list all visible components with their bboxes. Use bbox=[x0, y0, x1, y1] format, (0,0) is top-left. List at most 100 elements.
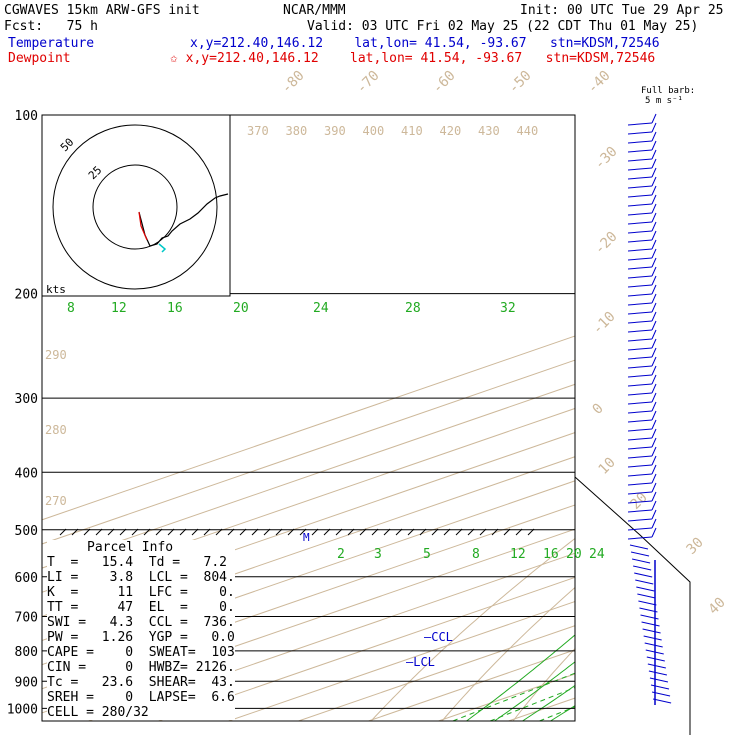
parcel-info-row: CAPE = 0 SWEAT= 103 bbox=[47, 645, 235, 660]
dry-adiabat-line bbox=[655, 115, 740, 721]
wind-barb bbox=[651, 284, 657, 295]
wind-barb bbox=[651, 473, 657, 484]
wind-barb bbox=[642, 628, 661, 634]
hatch-mark bbox=[359, 528, 367, 536]
hatch-mark bbox=[107, 528, 115, 536]
wind-barb bbox=[627, 311, 653, 315]
wind-barb bbox=[627, 437, 653, 441]
wind-barb bbox=[651, 500, 657, 511]
mixing-ratio-label: 24 bbox=[313, 301, 329, 316]
hatch-mark bbox=[323, 528, 331, 536]
hodograph-low-segment bbox=[138, 211, 148, 241]
dewpoint-legend: Dewpoint bbox=[8, 51, 71, 66]
wind-barb bbox=[651, 176, 657, 187]
isotherm-line bbox=[508, 697, 575, 721]
wind-barb bbox=[627, 149, 653, 153]
hatch-mark bbox=[419, 528, 427, 536]
pressure-tick-label: 500 bbox=[15, 524, 38, 539]
mixing-ratio-label: 16 bbox=[543, 547, 559, 562]
hatch-mark bbox=[215, 528, 223, 536]
mixing-ratio-label: 28 bbox=[405, 301, 421, 316]
hatch-mark bbox=[191, 528, 199, 536]
wind-barb bbox=[649, 677, 669, 683]
wind-barb bbox=[647, 663, 666, 669]
hatch-mark bbox=[83, 528, 91, 536]
isotherm-line bbox=[42, 407, 575, 593]
wind-barb bbox=[643, 635, 662, 641]
wind-barb bbox=[627, 203, 653, 207]
wind-barb bbox=[627, 401, 653, 405]
wind-barb bbox=[627, 185, 653, 189]
moist-adiabat-line bbox=[607, 294, 740, 721]
hatch-mark bbox=[299, 528, 307, 536]
mixing-ratio-label: 32 bbox=[500, 301, 516, 316]
wind-barb bbox=[651, 185, 657, 196]
wind-barb bbox=[651, 401, 657, 412]
parcel-info-row: LI = 3.8 LCL = 804. bbox=[47, 570, 235, 585]
mixing-ratio-label: 12 bbox=[111, 301, 127, 316]
isotherm-line bbox=[438, 673, 575, 721]
parcel-info-row: SWI = 4.3 CCL = 736. bbox=[47, 615, 235, 630]
center-label: NCAR/MMM bbox=[283, 3, 346, 18]
mixing-ratio-line bbox=[708, 530, 740, 721]
hodograph-ring bbox=[92, 164, 178, 250]
wind-barb bbox=[627, 257, 653, 261]
wind-barb bbox=[651, 509, 657, 520]
wind-barb bbox=[627, 266, 653, 270]
wind-barb bbox=[627, 536, 653, 540]
wind-barb bbox=[627, 239, 653, 243]
theta-label: 410 bbox=[401, 124, 423, 138]
hatch-mark bbox=[251, 528, 259, 536]
mixing-ratio-label: 20 bbox=[233, 301, 249, 316]
hatch-mark bbox=[335, 528, 343, 536]
pressure-tick-label: 700 bbox=[15, 611, 38, 626]
wind-barb bbox=[651, 365, 657, 376]
moist-adiabat-line bbox=[466, 634, 575, 721]
wind-barb bbox=[627, 158, 653, 162]
hatch-mark bbox=[407, 528, 415, 536]
hatch-mark bbox=[371, 528, 379, 536]
pressure-tick-label: 800 bbox=[15, 645, 38, 660]
wind-barb bbox=[651, 221, 657, 232]
isotherm-label: 30 bbox=[684, 535, 707, 558]
mixing-ratio-label: 2 bbox=[337, 547, 345, 562]
wind-barb bbox=[651, 491, 657, 502]
wind-barb bbox=[627, 230, 653, 234]
isotherm-label: -40 bbox=[585, 68, 614, 97]
pressure-tick-label: 1000 bbox=[7, 702, 38, 717]
hatch-mark bbox=[131, 528, 139, 536]
parcel-info-title: Parcel Info bbox=[87, 540, 174, 555]
wind-barb bbox=[627, 338, 653, 342]
wind-barb bbox=[646, 656, 665, 662]
lcl-label: —LCL bbox=[406, 655, 435, 669]
wind-barb bbox=[651, 464, 657, 475]
wind-barb bbox=[651, 347, 657, 358]
wind-barb bbox=[651, 158, 657, 169]
isotherm-label: 10 bbox=[596, 455, 619, 478]
moist-adiabat-line bbox=[494, 661, 575, 721]
theta-label: 280 bbox=[45, 423, 67, 437]
mixing-ratio-line bbox=[587, 530, 740, 721]
wind-barb bbox=[627, 446, 653, 450]
wind-barb bbox=[627, 122, 653, 126]
isotherm-line bbox=[228, 601, 575, 721]
wind-barb bbox=[640, 614, 659, 620]
mixing-ratio-label: 3 bbox=[374, 547, 382, 562]
wind-barb bbox=[627, 194, 653, 198]
mixing-ratio-label: 8 bbox=[67, 301, 75, 316]
wind-barb bbox=[651, 437, 657, 448]
pressure-tick-label: 300 bbox=[15, 392, 38, 407]
wind-barb bbox=[651, 527, 657, 538]
hatch-mark bbox=[431, 528, 439, 536]
hatch-mark bbox=[167, 528, 175, 536]
hatch-mark bbox=[179, 528, 187, 536]
wind-barb bbox=[627, 491, 653, 495]
barb-key-unit: 5 m s⁻¹ bbox=[645, 96, 683, 106]
wind-barb bbox=[627, 293, 653, 297]
hatch-mark bbox=[311, 528, 319, 536]
wind-barb bbox=[636, 586, 655, 592]
mixing-ratio-line bbox=[687, 530, 740, 721]
mixing-ratio-label: 20 bbox=[566, 547, 582, 562]
wind-barb bbox=[627, 329, 653, 333]
wind-barb bbox=[627, 284, 653, 288]
